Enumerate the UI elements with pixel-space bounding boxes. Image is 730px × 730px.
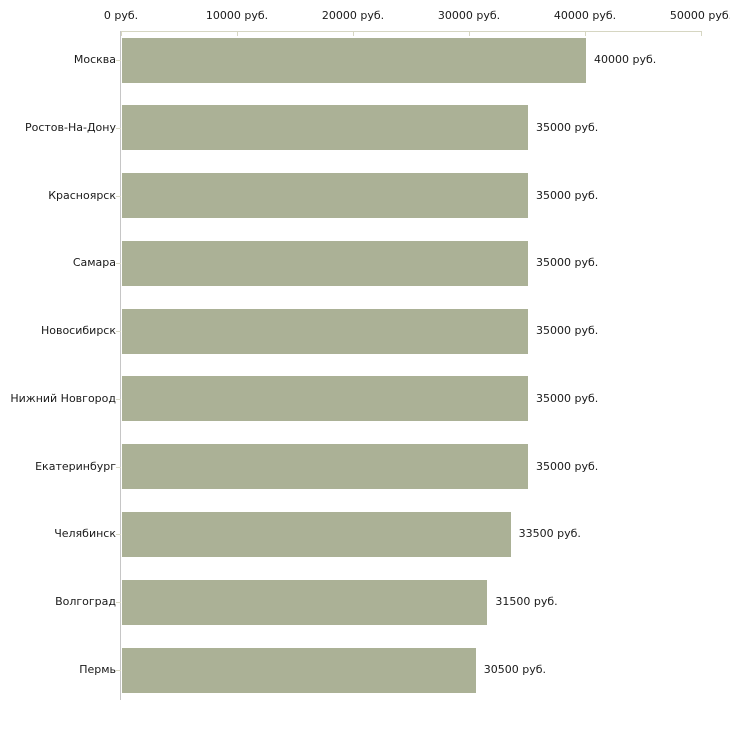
y-axis-tick (116, 534, 121, 536)
bar (122, 579, 488, 625)
value-label: 31500 руб. (495, 595, 558, 609)
bar (122, 376, 528, 422)
x-axis-tick-label: 30000 руб. (437, 9, 501, 22)
y-axis-line (120, 31, 121, 700)
y-axis-tick (116, 602, 121, 604)
x-axis-line (121, 31, 702, 32)
bar (122, 647, 476, 693)
value-label: 35000 руб. (536, 391, 599, 405)
x-axis-tick (236, 32, 238, 36)
y-axis-tick (116, 263, 121, 265)
value-label: 40000 руб. (594, 53, 657, 66)
value-label: 35000 руб. (536, 120, 599, 134)
category-label: Екатеринбург (35, 459, 116, 473)
x-axis-tick (468, 32, 470, 36)
y-axis-tick (116, 127, 121, 129)
x-axis-tick (700, 32, 702, 36)
x-axis-tick (120, 32, 122, 36)
y-axis-tick (116, 195, 121, 197)
category-label: Нижний Новгород (10, 391, 116, 405)
value-label: 35000 руб. (536, 256, 599, 270)
value-label: 35000 руб. (536, 459, 599, 473)
y-axis-tick (116, 331, 121, 333)
category-label: Волгоград (55, 595, 116, 609)
value-label: 33500 руб. (518, 527, 581, 541)
category-label: Челябинск (54, 527, 116, 541)
category-label: Самара (72, 256, 116, 270)
category-label: Новосибирск (40, 324, 116, 338)
x-axis-tick-label: 40000 руб. (553, 9, 617, 22)
x-axis-tick-label: 10000 руб. (205, 9, 269, 22)
value-label: 30500 руб. (483, 663, 547, 677)
bar (122, 37, 586, 83)
x-axis-tick-label: 50000 руб. (669, 9, 730, 22)
x-axis-tick (584, 32, 586, 36)
bar (122, 444, 528, 490)
bar (122, 240, 528, 286)
y-axis-tick (116, 60, 121, 61)
value-label: 35000 руб. (536, 324, 599, 338)
bar (122, 308, 528, 354)
x-axis-tick-label: 0 руб. (103, 9, 139, 22)
y-axis-tick (116, 670, 121, 672)
bar (122, 511, 511, 557)
x-axis-tick-label: 20000 руб. (321, 9, 385, 22)
x-axis-tick (352, 32, 354, 36)
bar (122, 105, 528, 151)
value-label: 35000 руб. (536, 188, 599, 202)
category-label: Ростов-На-Дону (24, 120, 116, 134)
category-label: Москва (73, 53, 116, 66)
y-axis-tick (116, 466, 121, 468)
bar (122, 173, 528, 219)
category-label: Красноярск (48, 188, 116, 202)
y-axis-tick (116, 398, 121, 400)
category-label: Пермь (79, 663, 116, 677)
